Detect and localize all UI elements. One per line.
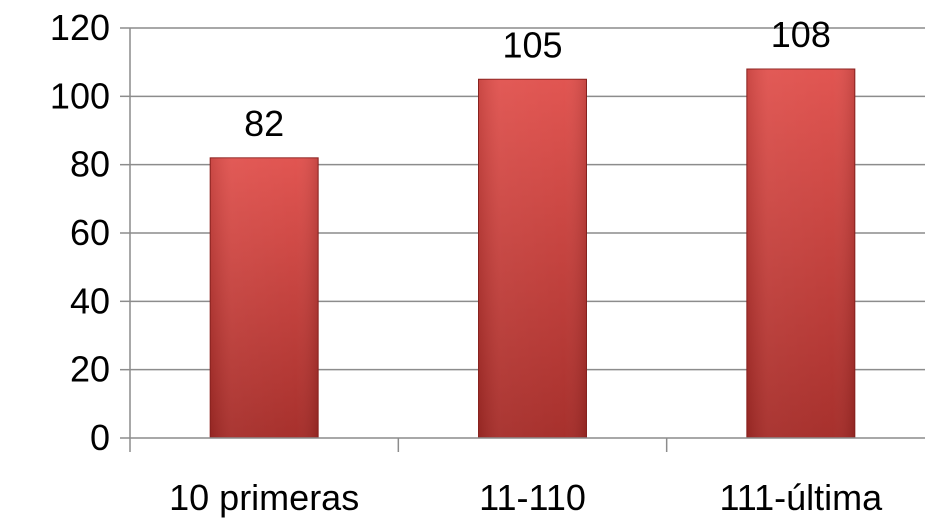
data-label: 105 <box>502 24 562 65</box>
data-label: 82 <box>244 103 284 144</box>
y-tick-label: 20 <box>70 349 110 390</box>
labels: 0 20 40 60 80 100 120 82 10 primeras 105 11-110 108… <box>50 7 883 518</box>
bars <box>209 68 856 439</box>
bar-shading <box>746 69 855 438</box>
x-category-label: 111-última <box>719 477 883 518</box>
y-tick-label: 100 <box>50 75 110 116</box>
y-tick-label: 0 <box>90 417 110 458</box>
y-tick-label: 60 <box>70 212 110 253</box>
y-tick-label: 80 <box>70 144 110 185</box>
bar-shading <box>478 79 587 438</box>
x-category-label: 10 primeras <box>169 477 359 518</box>
data-label: 108 <box>771 14 831 55</box>
y-tick-label: 40 <box>70 280 110 321</box>
bar-shading <box>210 157 319 439</box>
y-tick-label: 120 <box>50 7 110 48</box>
x-category-label: 11-110 <box>479 477 586 518</box>
axes <box>120 27 925 452</box>
